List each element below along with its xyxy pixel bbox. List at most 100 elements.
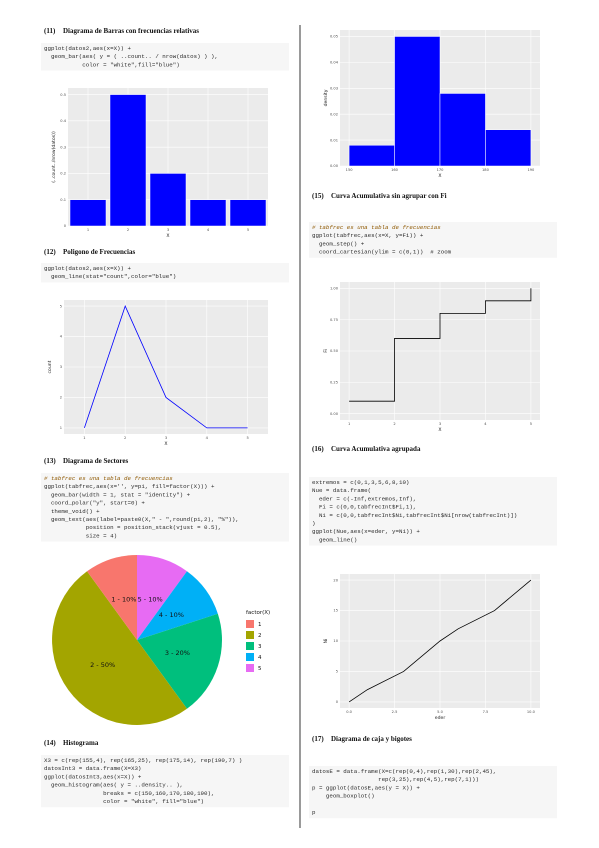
- pie-label: 2 - 50%: [90, 661, 115, 669]
- bar: [149, 173, 187, 227]
- x-axis-label: X: [438, 173, 441, 179]
- section-number: (14): [44, 739, 56, 747]
- y-tick-label: 0.5: [60, 93, 66, 97]
- y-tick-label: 2: [60, 396, 62, 400]
- code-line: datosInt3 = data.frame(X=X3): [44, 765, 141, 772]
- y-tick-label: 1: [60, 426, 62, 430]
- code-background: [309, 222, 557, 258]
- x-tick-label: 5: [246, 436, 248, 440]
- y-tick-label: 3: [60, 365, 62, 369]
- x-axis-label: X: [166, 233, 169, 239]
- y-tick-label: 0.03: [330, 86, 338, 90]
- y-tick-label: 0.02: [330, 112, 338, 116]
- pie-label: 5 - 10%: [138, 596, 163, 604]
- code-line: ggplot(datos2,aes(x=X)) +: [44, 265, 131, 272]
- step-line: [349, 288, 532, 402]
- x-tick-label: 4: [206, 436, 209, 440]
- code-background: [41, 473, 289, 542]
- x-tick-label: 170: [437, 168, 445, 172]
- x-tick-label: 3: [439, 422, 441, 426]
- code-line: size = 4): [44, 532, 117, 539]
- code-line: geom_line(stat="count",color="blue"): [44, 273, 176, 280]
- x-axis-label: eder: [435, 715, 446, 721]
- x-axis-label: X: [164, 441, 167, 447]
- y-axis-label: density: [323, 89, 329, 106]
- section-title: Curva Acumulativa agrupada: [331, 445, 421, 453]
- code-line: geom_step() +: [312, 240, 365, 247]
- section-title: Curva Acumulativa sin agrupar con Fi: [331, 192, 447, 200]
- x-tick-label: 190: [527, 168, 535, 172]
- y-axis-label: count: [47, 360, 53, 373]
- section-number: (15): [312, 192, 324, 200]
- bar: [69, 199, 107, 227]
- code-background: [41, 755, 289, 808]
- legend-label: 3: [258, 644, 262, 650]
- code-line: geom_text(aes(label=paste0(X," - ",round…: [44, 516, 239, 523]
- histogram-bar: [439, 93, 486, 167]
- code-line: ): [312, 520, 315, 527]
- section-number: (13): [44, 457, 56, 465]
- histogram-bar: [394, 36, 441, 167]
- x-tick-label: 1: [83, 436, 85, 440]
- x-tick-label: 2: [393, 422, 395, 426]
- section-number: (12): [44, 248, 56, 256]
- code-line: ggplot(tabfrec,aes(x='', y=pi, fill=fact…: [44, 483, 215, 490]
- legend-swatch: [246, 653, 254, 661]
- y-tick-label: 0.50: [330, 349, 339, 353]
- y-tick-label: 0.4: [60, 119, 66, 123]
- x-tick-label: 150: [346, 168, 354, 172]
- x-tick-label: 160: [391, 168, 399, 172]
- legend-swatch: [246, 620, 254, 628]
- code-line: eder = c(-Inf,extremos,Inf),: [312, 495, 416, 502]
- x-tick-label: 0.0: [346, 710, 352, 714]
- x-tick-label: 5: [530, 422, 532, 426]
- y-tick-label: 15: [333, 609, 338, 613]
- x-tick-label: 3: [165, 436, 167, 440]
- x-tick-label: 2: [124, 436, 126, 440]
- legend-label: 5: [258, 666, 262, 672]
- y-tick-label: 0.3: [60, 145, 66, 149]
- code-background: [41, 43, 289, 71]
- y-tick-label: 10: [333, 639, 338, 643]
- x-tick-label: 10.0: [527, 710, 536, 714]
- x-tick-label: 1: [87, 228, 89, 232]
- section-title: Poligono de Frecuencias: [63, 248, 135, 256]
- x-tick-label: 4: [484, 422, 487, 426]
- y-axis-label: (..count../nrow(datos)): [51, 131, 57, 183]
- pie-slice: [137, 571, 218, 640]
- section-number: (16): [312, 445, 324, 453]
- pie-label: 3 - 20%: [165, 649, 190, 657]
- code-line: breaks = c(150,160,170,180,190),: [44, 790, 214, 797]
- x-axis-label: X: [438, 427, 441, 433]
- y-tick-label: 0.75: [330, 318, 338, 322]
- y-axis-label: Fi: [323, 349, 329, 353]
- code-line: ggplot(datos2,aes(x=X)) +: [44, 45, 131, 52]
- x-tick-label: 5.0: [437, 710, 443, 714]
- legend-title: factor(X): [246, 610, 270, 616]
- y-tick-label: 0.05: [330, 35, 338, 39]
- pie-label: 4 - 10%: [159, 611, 184, 619]
- section-number: (11): [44, 27, 56, 35]
- code-line: color = "white",fill="blue"): [44, 61, 180, 68]
- legend-label: 1: [258, 622, 262, 628]
- code-line: theme_void() +: [44, 508, 100, 515]
- bar: [229, 199, 267, 227]
- histogram-bar: [348, 145, 395, 167]
- x-tick-label: 180: [482, 168, 490, 172]
- code-line: coord_polar("y", start=0) +: [44, 500, 145, 507]
- pie-slice: [87, 555, 137, 640]
- legend-swatch: [246, 664, 254, 672]
- legend-label: 2: [258, 633, 262, 639]
- x-tick-label: 1: [348, 422, 350, 426]
- section-title: Diagrama de Sectores: [63, 457, 128, 465]
- section-title: Diagrama de caja y bigotes: [331, 735, 412, 743]
- bar: [189, 199, 227, 227]
- code-background: [309, 766, 557, 819]
- code-line: ggplot(Nue,aes(x=eder, y=Ni)) +: [312, 528, 420, 535]
- code-line: position = position_stack(vjust = 0.5),: [44, 524, 221, 531]
- y-tick-label: 0.00: [330, 164, 339, 168]
- x-tick-label: 4: [207, 228, 210, 232]
- y-tick-label: 1.00: [330, 286, 339, 290]
- code-line: color = "white", fill="blue"): [44, 798, 204, 805]
